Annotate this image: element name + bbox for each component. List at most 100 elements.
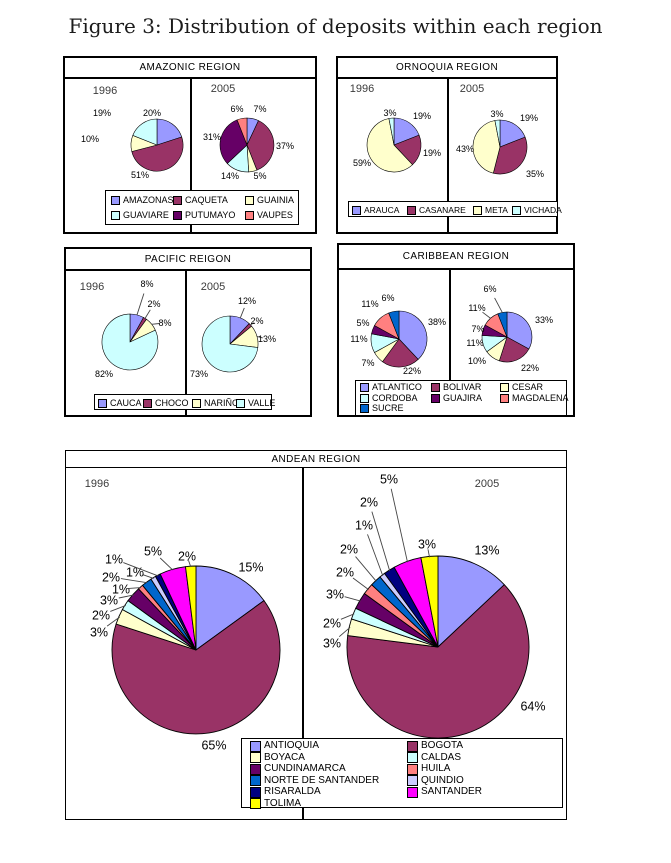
legend-swatch [173, 210, 182, 220]
legend-label: BOGOTA [421, 740, 464, 752]
legend-item: SANTANDER [407, 786, 482, 799]
slice-percent-label: 5% [356, 318, 369, 328]
legend-label: VICHADA [524, 204, 562, 215]
legend-swatch [352, 205, 361, 215]
slice-percent-label: 2% [360, 495, 378, 509]
slice-percent-label: 1% [355, 518, 373, 532]
slice-percent-label: 3% [418, 537, 436, 551]
legend-label: BOLIVAR [443, 382, 482, 393]
legend-swatch [473, 205, 482, 215]
legend-swatch [500, 393, 509, 403]
legend-item: META [473, 204, 508, 217]
legend-item: CALDAS [407, 752, 461, 764]
slice-percent-label: 51% [131, 170, 149, 180]
label-leader-line [123, 562, 159, 577]
slice-percent-label: 2% [323, 616, 341, 630]
slice-percent-label: 14% [221, 171, 239, 181]
legend-label: GUAJIRA [443, 392, 483, 403]
label-leader-line [239, 307, 245, 319]
slice-percent-label: 2% [178, 549, 196, 563]
pie-slice [346, 584, 530, 739]
panel-title: ORNOQUIA REGION [338, 58, 556, 79]
label-leader-line [136, 293, 145, 316]
legend-item: CAQUETA [173, 193, 228, 208]
legend-item: NORTE DE SANTANDER [250, 775, 379, 787]
label-leader-line [144, 309, 151, 319]
legend-swatch [111, 195, 120, 205]
label-leader-line [338, 626, 351, 638]
slice-percent-label: 31% [203, 132, 221, 142]
legend-label: ATLANTICO [372, 382, 422, 393]
legend-item: ANTIOQUIA [250, 740, 319, 753]
legend-item: CHOCO [143, 397, 189, 410]
slice-percent-label: 2% [336, 565, 354, 579]
pie-slice [382, 338, 419, 368]
legend-label: TOLIMA [264, 797, 302, 809]
legend-box: ARAUCA CASANARE META VICHADA [348, 201, 562, 217]
legend-label: NARIÑO [204, 397, 240, 408]
slice-percent-label: 11% [350, 334, 367, 344]
legend-item: PUTUMAYO [173, 208, 235, 223]
pie-slice [131, 136, 184, 172]
pie-chart-svg: 15%65%3%2%3%1%2% 1%1%5% 2% 13%64%3%2%3%2%2%… [90, 472, 546, 752]
legend-swatch [236, 398, 245, 408]
slice-percent-label: 7% [253, 104, 266, 114]
legend-label: SUCRE [372, 403, 404, 414]
legend-swatch [245, 210, 254, 220]
pie-slice [246, 120, 275, 171]
label-leader-line [106, 616, 120, 627]
legend-item: CAUCA [98, 397, 142, 410]
label-leader-line [142, 574, 154, 579]
slice-percent-label: 3% [100, 593, 118, 607]
pie-slice [398, 310, 428, 360]
legend-swatch [407, 205, 416, 215]
panel-pacific-region: 8% 2% 8% 82% 12% 2% 13% 73% PACIFIC REIGON 1996 20… [64, 247, 312, 417]
year-label: 1996 [79, 281, 105, 293]
legend-swatch [250, 775, 261, 787]
panel-divider [185, 269, 187, 415]
slice-percent-label: 8% [158, 318, 171, 328]
label-leader-line [118, 594, 134, 599]
panel-title: AMAZONIC REGION [65, 58, 315, 79]
legend-label: HUILA [421, 763, 451, 775]
slice-percent-label: 35% [526, 169, 544, 179]
legend-item: TOLIMA [250, 798, 301, 810]
slice-percent-label: 3% [326, 587, 344, 601]
legend-item: HUILA [407, 763, 451, 776]
legend-label: RISARALDA [264, 786, 321, 798]
label-leader-line [371, 511, 391, 572]
legend-item: BOLIVAR [431, 383, 481, 394]
legend-label: META [485, 204, 508, 215]
legend-label: AMAZONAS [123, 194, 174, 205]
pie-chart-svg: 20% 51% 10% 19% 7% 37% 5% 14% 31% 6% [81, 104, 294, 181]
panel-divider [190, 77, 192, 232]
year-label: 2005 [200, 281, 226, 293]
legend-item: NARIÑO [192, 397, 239, 410]
legend-swatch [245, 195, 254, 205]
panel-title: ANDEAN REGION [66, 451, 566, 468]
slice-percent-label: 13% [474, 543, 499, 557]
legend-swatch [407, 786, 418, 798]
legend-swatch [250, 740, 261, 752]
slice-percent-label: 2% [102, 570, 120, 584]
label-leader-line [188, 560, 192, 568]
slice-percent-label: 19% [413, 111, 431, 121]
label-leader-line [120, 578, 148, 584]
slice-percent-label: 3% [323, 636, 341, 650]
legend-swatch [512, 205, 521, 215]
legend-swatch [111, 210, 120, 220]
label-leader-line [159, 557, 174, 571]
slice-percent-label: 1% [105, 552, 123, 566]
legend-label: CUNDINAMARCA [264, 763, 346, 775]
legend-label: CESAR [512, 382, 544, 393]
legend-label: MAGDALENA [512, 392, 569, 403]
legend-label: CAUCA [110, 397, 142, 408]
legend-label: CASANARE [419, 204, 466, 215]
legend-swatch [407, 763, 418, 775]
slice-percent-label: 1% [112, 582, 130, 596]
slice-percent-label: 22% [403, 366, 421, 376]
legend-label: CHOCO [155, 397, 189, 408]
legend-swatch [407, 740, 418, 752]
legend-item: AMAZONAS [111, 193, 174, 208]
panel-caribbean-region: 38% 22% 7% 11% 5% 11% 6% 33% 22% 10% 11% 7% 11% 6% CAR… [337, 243, 575, 417]
